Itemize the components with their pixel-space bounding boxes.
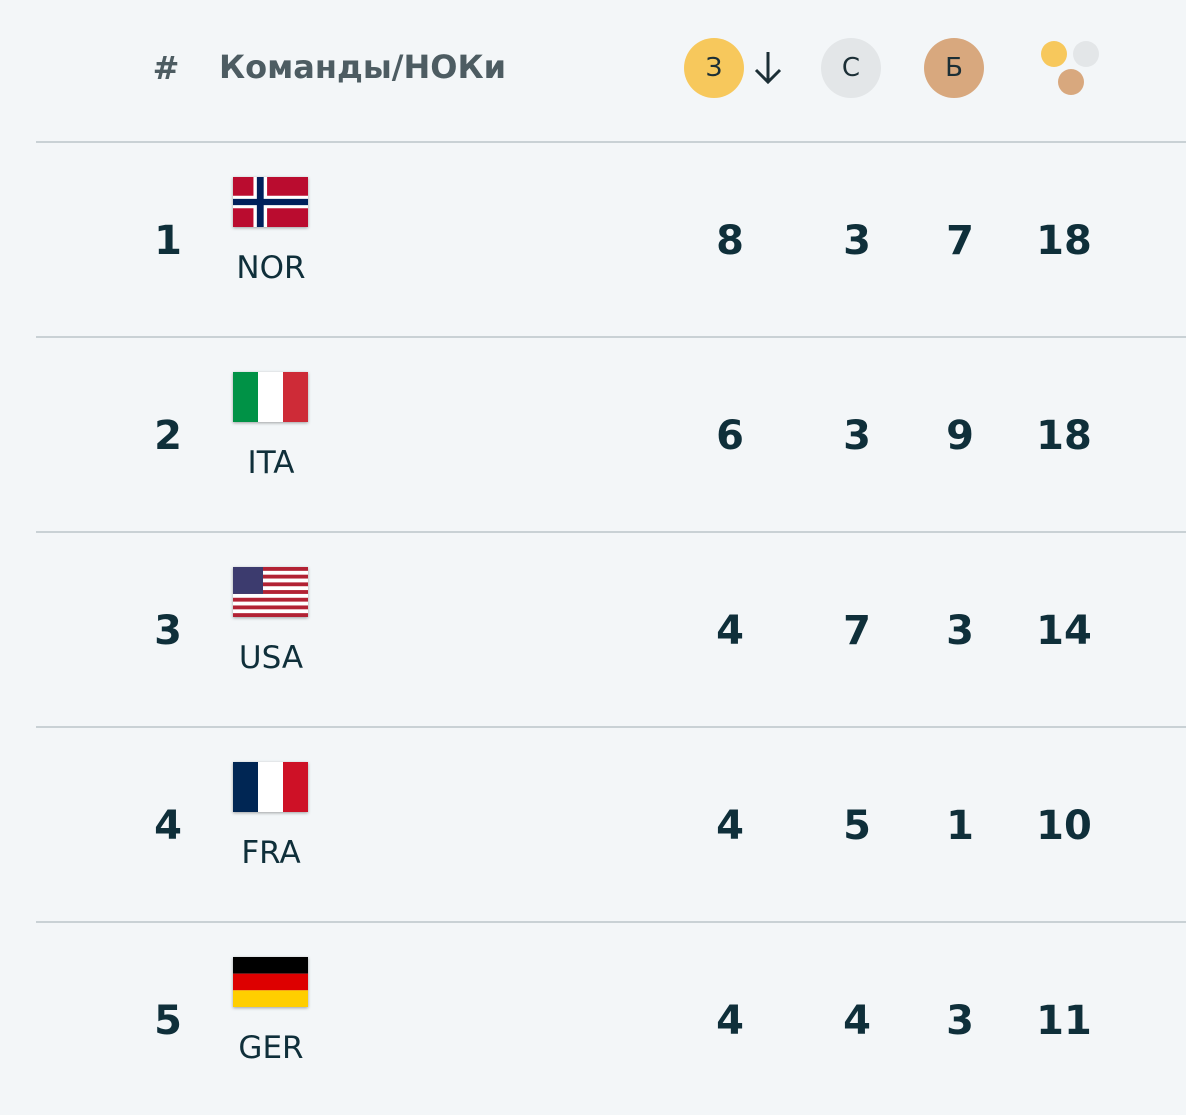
bronze-count: 7 bbox=[946, 218, 974, 264]
total-count: 18 bbox=[1036, 413, 1092, 459]
divider bbox=[36, 336, 1186, 338]
silver-count: 3 bbox=[843, 413, 871, 459]
total-count: 11 bbox=[1036, 998, 1092, 1044]
rank: 4 bbox=[154, 803, 182, 849]
bronze-count: 3 bbox=[946, 998, 974, 1044]
gold-header[interactable]: З bbox=[684, 38, 744, 98]
flag bbox=[233, 567, 308, 617]
flag bbox=[233, 957, 308, 1007]
silver-header[interactable]: С bbox=[821, 38, 881, 98]
rank-header: # bbox=[152, 49, 180, 87]
flag bbox=[233, 372, 308, 422]
total-count: 14 bbox=[1036, 608, 1092, 654]
gold-count: 4 bbox=[716, 608, 744, 654]
divider bbox=[36, 141, 1186, 143]
rank: 3 bbox=[154, 608, 182, 654]
bronze-count: 9 bbox=[946, 413, 974, 459]
divider bbox=[36, 921, 1186, 923]
team-code: USA bbox=[238, 640, 304, 676]
team-code: FRA bbox=[241, 835, 301, 871]
team-code: NOR bbox=[236, 250, 306, 286]
flag bbox=[233, 762, 308, 812]
silver-count: 5 bbox=[843, 803, 871, 849]
total-count: 18 bbox=[1036, 218, 1092, 264]
rank: 5 bbox=[154, 998, 182, 1044]
flag bbox=[233, 177, 308, 227]
bronze-header[interactable]: Б bbox=[924, 38, 984, 98]
bronze-count: 3 bbox=[946, 608, 974, 654]
silver-count: 7 bbox=[843, 608, 871, 654]
gold-count: 4 bbox=[716, 998, 744, 1044]
sort-arrow bbox=[754, 52, 782, 85]
silver-count: 3 bbox=[843, 218, 871, 264]
total-count: 10 bbox=[1036, 803, 1092, 849]
silver-count: 4 bbox=[843, 998, 871, 1044]
team-header[interactable]: Команды/НОКи bbox=[219, 48, 507, 86]
gold-count: 6 bbox=[716, 413, 744, 459]
total-header-icon[interactable] bbox=[1036, 38, 1106, 100]
rank: 1 bbox=[154, 218, 182, 264]
gold-count: 8 bbox=[716, 218, 744, 264]
rank: 2 bbox=[154, 413, 182, 459]
divider bbox=[36, 726, 1186, 728]
team-code: ITA bbox=[247, 445, 295, 481]
gold-count: 4 bbox=[716, 803, 744, 849]
bronze-count: 1 bbox=[946, 803, 974, 849]
team-code: GER bbox=[238, 1030, 304, 1066]
divider bbox=[36, 531, 1186, 533]
